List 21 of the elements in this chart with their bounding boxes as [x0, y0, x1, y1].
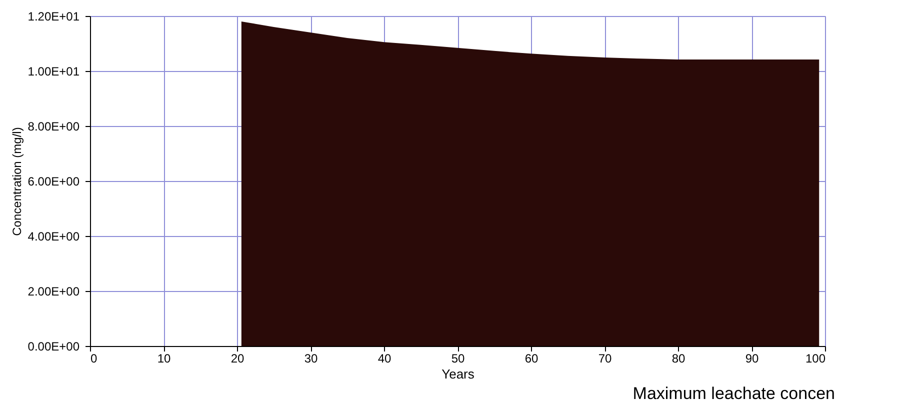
text: Maximum leachate concen: [632, 384, 835, 403]
y-axis-title: Concentration (mg/l): [10, 127, 24, 236]
y-tick-label: 4.00E+00: [28, 230, 80, 244]
x-axis-title: Years: [442, 366, 475, 382]
x-tick-label: 90: [745, 352, 759, 366]
x-tick-label: 80: [672, 352, 686, 366]
x-tick-label: 60: [524, 352, 538, 366]
x-tick-label: 10: [157, 352, 171, 366]
y-tick-label: 1.20E+01: [28, 10, 80, 24]
x-tick-label: 30: [304, 352, 318, 366]
y-tick-label: 0.00E+00: [28, 340, 80, 354]
y-tick-label: 2.00E+00: [28, 284, 80, 298]
x-tick-label: 70: [598, 352, 612, 366]
y-tick-label: 6.00E+00: [28, 174, 80, 188]
x-tick-label: 0: [90, 352, 98, 366]
x-tick-label: 50: [451, 352, 465, 366]
y-tick-label: 1.00E+01: [28, 64, 80, 78]
x-tick-label: 20: [230, 352, 244, 366]
x-tick-label: 40: [378, 352, 392, 366]
x-tick-label: 100: [805, 352, 826, 366]
y-tick-label: 8.00E+00: [28, 120, 80, 134]
